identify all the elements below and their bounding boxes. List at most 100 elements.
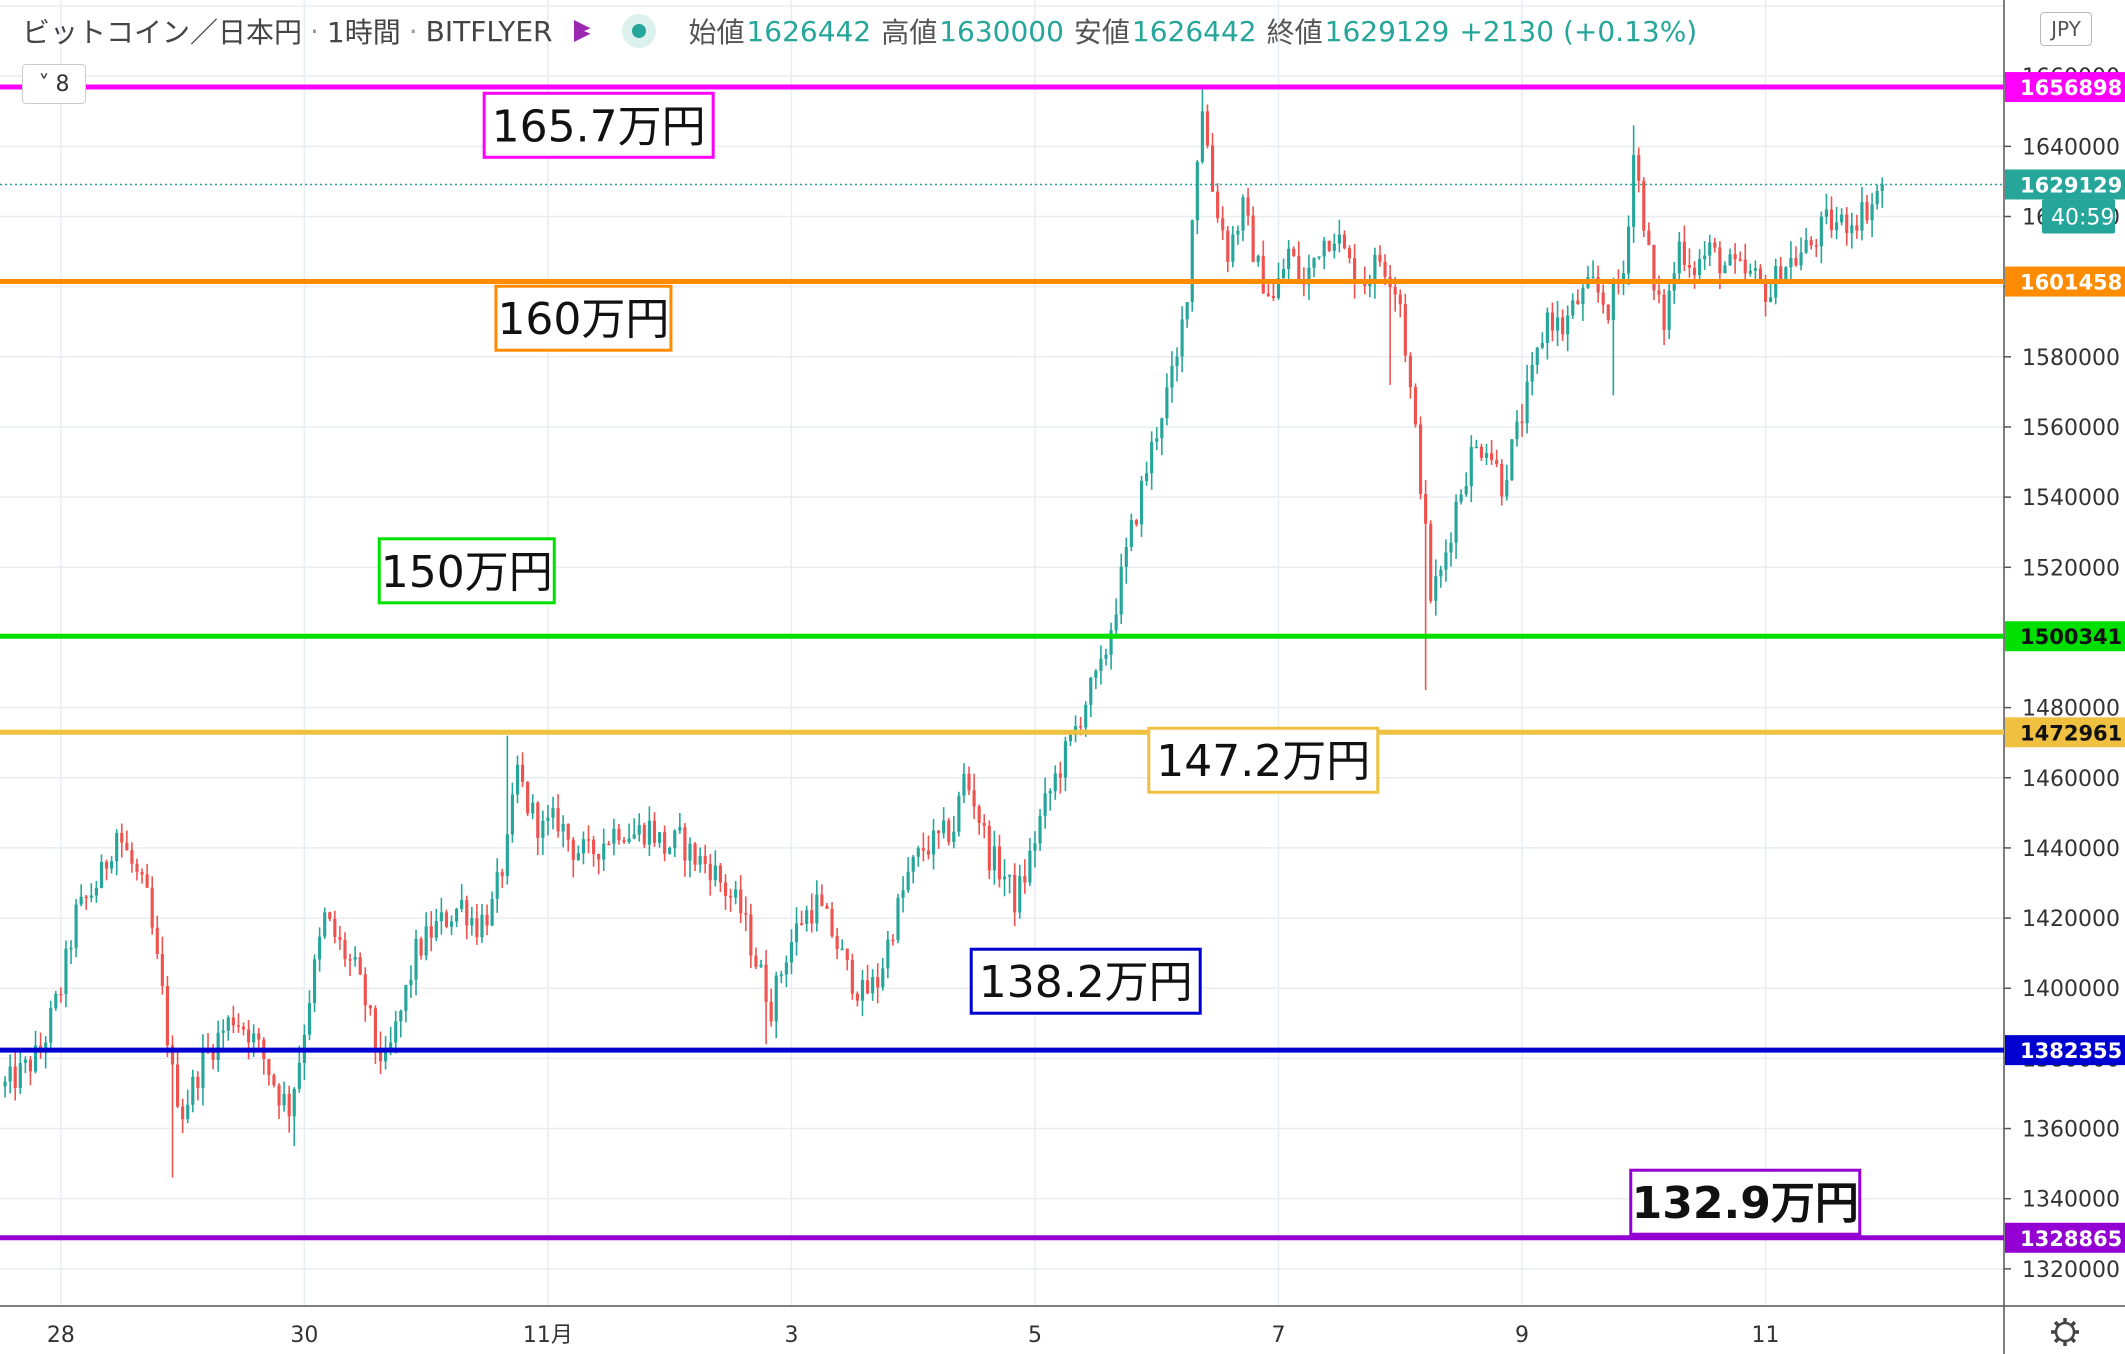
flag-icon[interactable] bbox=[574, 20, 597, 42]
candle-body bbox=[850, 959, 854, 994]
candle-body bbox=[378, 1048, 383, 1062]
candle-body bbox=[1789, 258, 1793, 268]
candle bbox=[384, 1036, 388, 1070]
candle-body bbox=[155, 927, 159, 955]
candle bbox=[1728, 248, 1732, 266]
candle-body bbox=[1347, 248, 1352, 259]
currency-button[interactable]: JPY bbox=[2040, 12, 2092, 46]
candle bbox=[520, 752, 525, 787]
level-annotation-label: 138.2万円 bbox=[979, 957, 1193, 1008]
candle-body bbox=[1829, 209, 1834, 231]
candle bbox=[64, 940, 68, 1008]
candle bbox=[749, 903, 753, 969]
interval-label[interactable]: 1時間 bbox=[326, 16, 401, 49]
candle bbox=[318, 927, 322, 972]
candle bbox=[312, 954, 317, 1013]
candle-body bbox=[247, 1029, 251, 1043]
candle-body bbox=[455, 908, 459, 922]
candle bbox=[155, 915, 159, 960]
candle bbox=[1769, 282, 1773, 303]
candle-body bbox=[1652, 244, 1656, 291]
candle-body bbox=[911, 856, 915, 872]
candle-body bbox=[688, 843, 692, 861]
candle bbox=[713, 850, 717, 887]
candle-body bbox=[1150, 441, 1154, 474]
candle-body bbox=[252, 1033, 256, 1043]
candle-body bbox=[1779, 266, 1783, 282]
chart-legend-header: ビットコイン／日本円 · 1時間 · BITFLYER 始値 1626442 高値… bbox=[22, 8, 1697, 54]
candle bbox=[1327, 240, 1331, 253]
live-dot-icon bbox=[622, 14, 657, 48]
candle bbox=[1337, 219, 1341, 253]
candle-body bbox=[1444, 552, 1448, 570]
candle bbox=[1713, 237, 1717, 253]
candle-body bbox=[982, 822, 986, 826]
candle bbox=[69, 940, 73, 965]
candle bbox=[241, 1022, 246, 1036]
candle bbox=[1824, 193, 1829, 225]
candle-body bbox=[231, 1017, 235, 1026]
candle-body bbox=[1297, 256, 1301, 280]
candle bbox=[1353, 244, 1357, 299]
candle-body bbox=[1129, 520, 1133, 548]
candle-body bbox=[815, 894, 819, 924]
candle bbox=[1611, 277, 1615, 396]
candle bbox=[647, 806, 651, 857]
candle bbox=[947, 817, 951, 846]
candle-body bbox=[1205, 111, 1210, 146]
candle-body bbox=[1880, 184, 1884, 191]
candle bbox=[272, 1073, 276, 1088]
candle bbox=[1819, 211, 1823, 264]
candle bbox=[1469, 435, 1473, 503]
candle bbox=[1104, 648, 1108, 666]
candle-body bbox=[576, 853, 580, 860]
candle bbox=[982, 814, 986, 839]
chevron-down-icon: ˅ bbox=[38, 71, 50, 97]
candle bbox=[1266, 281, 1270, 297]
candle bbox=[860, 969, 865, 1017]
candle bbox=[231, 1005, 235, 1034]
candle-body bbox=[571, 839, 575, 860]
interval-toggle-button[interactable]: ˅ 8 bbox=[22, 64, 86, 104]
candle bbox=[1332, 233, 1336, 259]
candle bbox=[637, 813, 641, 842]
candle bbox=[1246, 187, 1250, 226]
candle bbox=[84, 894, 88, 910]
candle-body bbox=[282, 1093, 286, 1106]
candle-body bbox=[1018, 876, 1022, 913]
candle-body bbox=[1667, 290, 1671, 330]
gear-icon[interactable] bbox=[2051, 1318, 2079, 1346]
candle bbox=[1378, 245, 1382, 267]
candle-body bbox=[1743, 259, 1747, 274]
candle-body bbox=[739, 889, 743, 914]
candle bbox=[277, 1083, 281, 1119]
candle-body bbox=[470, 918, 474, 926]
candle-body bbox=[556, 808, 560, 832]
candle-body bbox=[1429, 523, 1433, 601]
candle-body bbox=[1545, 312, 1549, 343]
candle-body bbox=[1322, 240, 1326, 257]
candle bbox=[921, 832, 925, 862]
candle bbox=[1606, 304, 1610, 324]
candle-body bbox=[1256, 255, 1260, 262]
candle bbox=[145, 863, 149, 888]
candle-body bbox=[860, 980, 865, 1001]
candle bbox=[805, 905, 809, 932]
candle bbox=[338, 925, 342, 950]
symbol-title[interactable]: ビットコイン／日本円 bbox=[22, 16, 303, 49]
candle-body bbox=[1373, 254, 1377, 283]
candle-body bbox=[1434, 576, 1438, 601]
candle bbox=[216, 1020, 220, 1072]
candle-body bbox=[657, 832, 662, 843]
candle-body bbox=[287, 1093, 291, 1117]
candle bbox=[226, 1015, 230, 1041]
candle bbox=[718, 863, 722, 893]
separator-dot: · bbox=[310, 14, 319, 48]
candle bbox=[1008, 874, 1012, 894]
candle bbox=[1043, 777, 1047, 829]
candle bbox=[1484, 443, 1489, 466]
level-price-label: 1328865 bbox=[2020, 1227, 2122, 1251]
candle-body bbox=[1581, 287, 1585, 305]
candle-body bbox=[1718, 247, 1722, 274]
